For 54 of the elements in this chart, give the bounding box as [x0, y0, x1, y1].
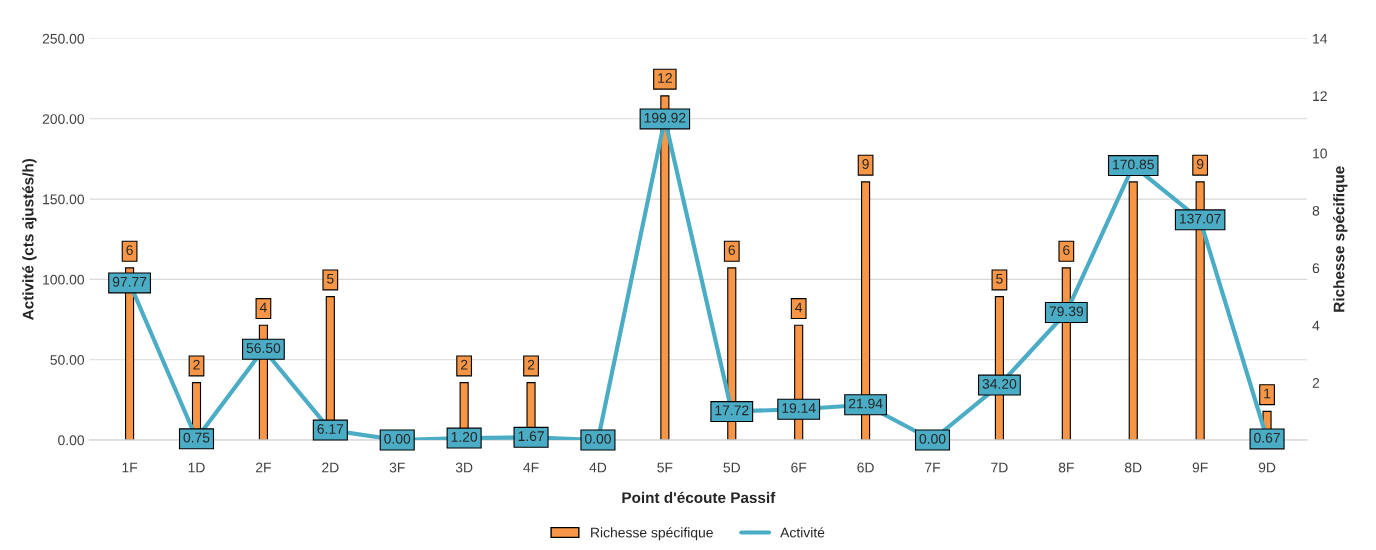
x-tick-label: 3F — [389, 462, 405, 473]
data-label: 4 — [259, 302, 267, 313]
x-tick-label: 3D — [455, 462, 473, 473]
x-tick-label: 5F — [657, 462, 673, 473]
legend-label: Richesse spécifique — [591, 527, 713, 541]
y-tick-label: 100.00 — [43, 274, 85, 285]
data-label: 2 — [460, 359, 468, 370]
data-label: 6 — [728, 245, 736, 255]
data-label: 170.85 — [1113, 159, 1154, 170]
y2-tick-label: 4 — [1312, 320, 1320, 331]
x-tick-label: 6D — [857, 462, 874, 473]
data-label: 2 — [527, 359, 535, 370]
x-tick-label: 6F — [791, 462, 807, 473]
y-tick-label: 50.00 — [50, 355, 85, 365]
data-label: 9 — [1196, 159, 1204, 169]
y2-tick-label: 12 — [1313, 91, 1327, 101]
data-label: 4 — [795, 302, 803, 313]
y-axis-title: Activité (cts ajustés/h) — [22, 158, 37, 320]
x-tick-label: 4F — [523, 462, 539, 473]
y2-tick-label: 14 — [1313, 33, 1328, 44]
data-label: 5 — [996, 273, 1003, 284]
y-tick-label: 0.00 — [58, 435, 85, 446]
x-tick-label: 8F — [1058, 462, 1074, 473]
y-tick-label: 200.00 — [42, 114, 85, 124]
x-tick-label: 2D — [322, 462, 339, 473]
y2-tick-label: 2 — [1312, 377, 1320, 388]
data-label: 9 — [862, 159, 869, 169]
data-label: 1 — [1264, 388, 1271, 399]
data-label: 137.07 — [1179, 213, 1221, 224]
x-tick-label: 1F — [122, 462, 138, 473]
data-label: 6 — [126, 245, 133, 255]
bar — [1128, 181, 1138, 440]
data-label: 12 — [658, 73, 672, 83]
data-label: 5 — [327, 273, 334, 284]
y2-axis-title: Richesse spécifique — [1333, 166, 1348, 312]
x-tick-label: 9D — [1258, 462, 1276, 473]
x-tick-label: 9F — [1192, 462, 1208, 473]
x-axis-title: Point d'écoute Passif — [622, 491, 776, 504]
x-tick-label: 7F — [925, 462, 941, 473]
y-tick-label: 250.00 — [42, 33, 85, 44]
x-tick-label: 4D — [589, 462, 607, 473]
x-tick-label: 1D — [188, 462, 205, 473]
y-tick-label: 150.00 — [43, 194, 85, 205]
data-label: 6 — [1063, 245, 1070, 255]
data-label: 2 — [193, 359, 200, 370]
data-label: 199.92 — [644, 112, 686, 123]
y2-tick-label: 8 — [1312, 205, 1320, 216]
legend-label: Activité — [780, 527, 825, 538]
x-tick-label: 2F — [256, 462, 271, 473]
x-tick-label: 8D — [1124, 462, 1142, 473]
x-tick-label: 7D — [991, 462, 1008, 473]
y2-tick-label: 6 — [1312, 263, 1320, 274]
y2-tick-label: 10 — [1313, 148, 1327, 159]
x-tick-label: 5D — [723, 462, 740, 473]
